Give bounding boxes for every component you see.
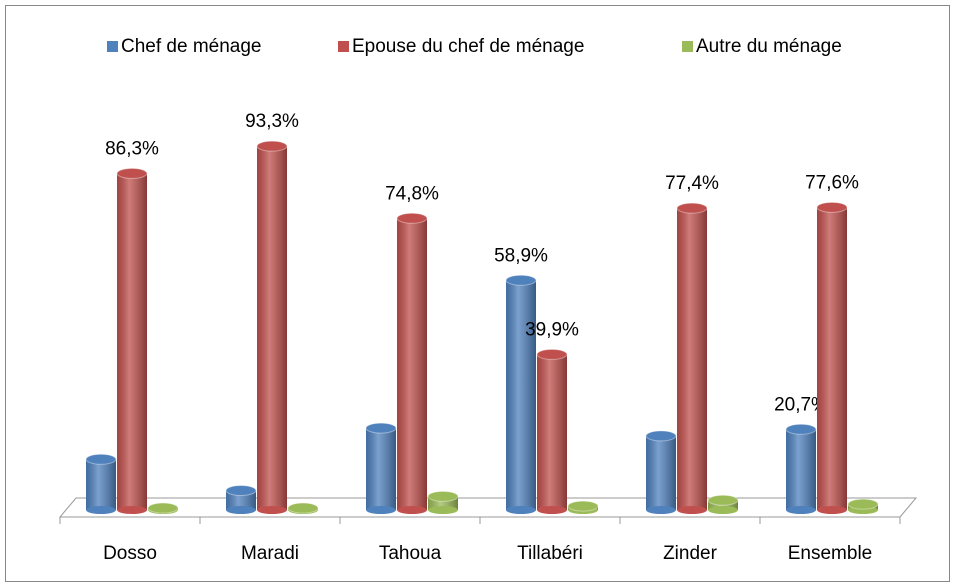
bar-shade xyxy=(86,459,116,510)
bar-cap xyxy=(816,201,848,213)
bar-cap xyxy=(287,502,319,514)
x-tick-label: Tillabéri xyxy=(517,543,583,564)
bar-group xyxy=(676,202,708,514)
legend-swatch xyxy=(682,41,693,52)
x-tick-label: Maradi xyxy=(241,543,299,564)
bar-group xyxy=(536,348,568,514)
bar-bottom xyxy=(537,506,567,514)
bar-group xyxy=(816,201,848,514)
bar-group xyxy=(645,430,677,514)
bar-cap xyxy=(85,453,117,465)
bar-group xyxy=(427,490,459,514)
legend-label: Epouse du chef de ménage xyxy=(352,36,584,57)
bar-group xyxy=(225,485,257,514)
bar-bottom xyxy=(86,506,116,514)
legend-label: Chef de ménage xyxy=(121,36,262,57)
bar-cap xyxy=(256,140,288,152)
data-label: 39,9% xyxy=(525,319,579,340)
bar-bottom xyxy=(677,506,707,514)
bar-cap xyxy=(225,485,257,496)
bar-shade xyxy=(506,280,536,510)
bar-shade xyxy=(257,146,287,510)
data-label: 77,4% xyxy=(665,173,719,194)
bar-group xyxy=(847,498,879,514)
bar-bottom xyxy=(817,506,847,514)
data-label: 58,9% xyxy=(494,245,548,266)
bar-shade xyxy=(226,490,256,510)
data-label: 20,7% xyxy=(774,394,828,415)
bar-group xyxy=(116,167,148,514)
legend-swatch xyxy=(107,41,118,52)
bar-shade xyxy=(817,207,847,511)
bar-cap xyxy=(847,498,879,510)
bar-cap xyxy=(645,430,677,442)
bar-bottom xyxy=(506,506,536,514)
bar-cap xyxy=(116,167,148,179)
bar-shade xyxy=(646,435,676,510)
bar-cap xyxy=(707,494,739,506)
legend-label: Autre du ménage xyxy=(696,36,842,57)
x-tick-label: Tahoua xyxy=(379,543,442,564)
bar-cap xyxy=(365,422,397,434)
bar-shade xyxy=(117,173,147,510)
bar-group xyxy=(147,502,179,514)
bar-group xyxy=(505,274,537,514)
x-tick-label: Zinder xyxy=(663,543,718,564)
bar-bottom xyxy=(397,506,427,514)
bar-shade xyxy=(786,429,816,510)
bar-cap xyxy=(567,500,599,512)
bar-shade xyxy=(677,208,707,510)
bar-bottom xyxy=(257,506,287,514)
bar-bottom xyxy=(366,506,396,514)
bar-cap xyxy=(785,423,817,435)
bar-group xyxy=(785,423,817,514)
bar-cap xyxy=(396,212,428,224)
data-label: 86,3% xyxy=(105,138,159,159)
bar-bottom xyxy=(646,506,676,514)
bar-cap xyxy=(536,348,568,360)
bar-bottom xyxy=(117,506,147,514)
bar-group xyxy=(396,212,428,514)
x-tick-label: Dosso xyxy=(103,543,157,564)
bar-shade xyxy=(397,218,427,510)
bar-cap xyxy=(147,502,179,514)
bar-shade xyxy=(537,354,567,510)
bar-group xyxy=(707,494,739,514)
x-tick-label: Ensemble xyxy=(788,543,873,564)
bar-bottom xyxy=(226,506,256,514)
bar-cap xyxy=(676,202,708,214)
data-label: 74,8% xyxy=(385,183,439,204)
bar-cap xyxy=(427,490,459,502)
data-label: 93,3% xyxy=(245,111,299,132)
data-label: 77,6% xyxy=(805,172,859,193)
legend-swatch xyxy=(338,41,349,52)
bar-group xyxy=(567,500,599,514)
bar-group xyxy=(365,422,397,514)
bar-bottom xyxy=(428,506,458,514)
bar-group xyxy=(85,453,117,514)
bar-cap xyxy=(505,274,537,286)
bar-shade xyxy=(366,428,396,510)
bar-bottom xyxy=(708,506,738,514)
bar-bottom xyxy=(786,506,816,514)
bar-group xyxy=(287,502,319,514)
bar-group xyxy=(256,140,288,514)
